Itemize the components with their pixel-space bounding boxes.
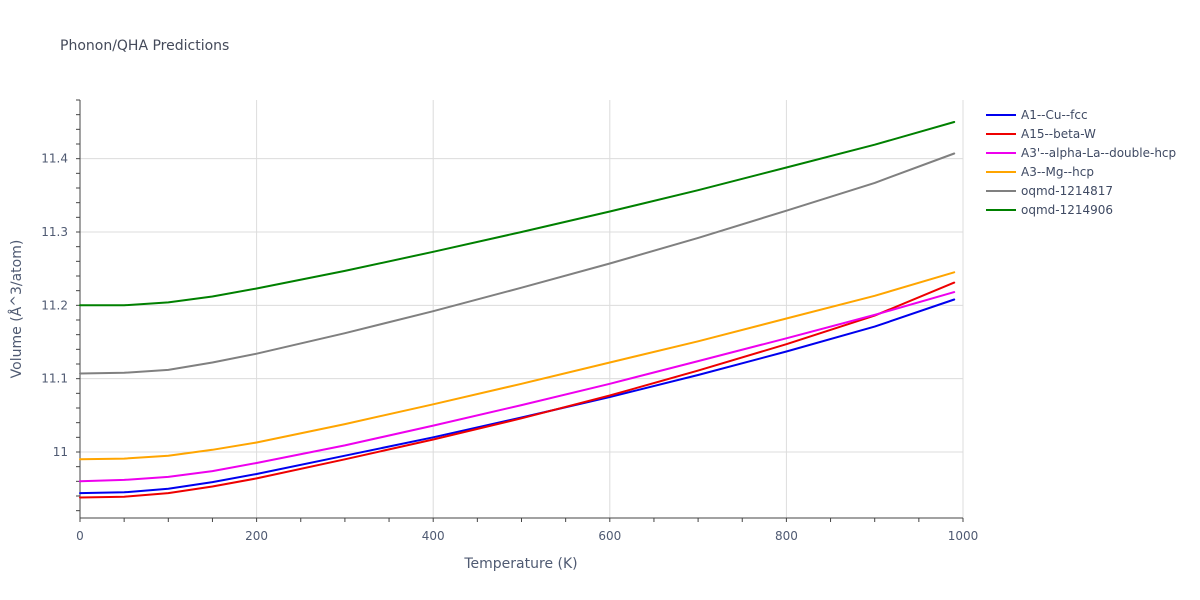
legend-item[interactable]: oqmd-1214906 [986,203,1113,217]
y-tick-label: 11 [53,445,68,459]
y-tick-label: 11.2 [41,298,68,312]
y-tick-label: 11.1 [41,372,68,386]
series-line-6[interactable] [79,121,956,307]
x-tick-label: 800 [775,529,798,543]
legend-label: A1--Cu--fcc [1021,108,1088,122]
legend-label: A3'--alpha-La--double-hcp [1021,146,1176,160]
series-line-5[interactable] [79,152,956,375]
chart-title: Phonon/QHA Predictions [60,38,229,54]
legend-item[interactable]: oqmd-1214817 [986,184,1113,198]
y-tick-label: 11.3 [41,225,68,239]
x-tick-label: 200 [245,529,268,543]
x-tick-label: 1000 [948,529,979,543]
y-tick-label: 11.4 [41,152,68,166]
x-tick-label: 400 [422,529,445,543]
legend-label: A15--beta-W [1021,127,1096,141]
grid-lines [80,100,964,518]
legend-item[interactable]: A1--Cu--fcc [986,108,1088,122]
y-axis-title: Volume (Å^3/atom) [8,240,25,379]
x-axis-title: Temperature (K) [463,556,577,572]
legend[interactable]: A1--Cu--fcc A15--beta-W A3'--alpha-La--dou… [986,108,1176,217]
series-line-1[interactable] [79,298,956,495]
series-line-3[interactable] [79,291,956,483]
axes: 0 200 400 600 800 1000 11 11.1 11.2 11.3 11.4 [41,99,979,543]
series-line-2[interactable] [79,281,956,499]
series-line-4[interactable] [79,271,956,461]
legend-label: oqmd-1214817 [1021,184,1113,198]
x-tick-label: 600 [598,529,621,543]
series-lines[interactable] [79,121,956,499]
legend-item[interactable]: A15--beta-W [986,127,1096,141]
legend-label: oqmd-1214906 [1021,203,1113,217]
x-tick-label: 0 [76,529,84,543]
legend-label: A3--Mg--hcp [1021,165,1094,179]
legend-item[interactable]: A3'--alpha-La--double-hcp [986,146,1176,160]
legend-item[interactable]: A3--Mg--hcp [986,165,1094,179]
